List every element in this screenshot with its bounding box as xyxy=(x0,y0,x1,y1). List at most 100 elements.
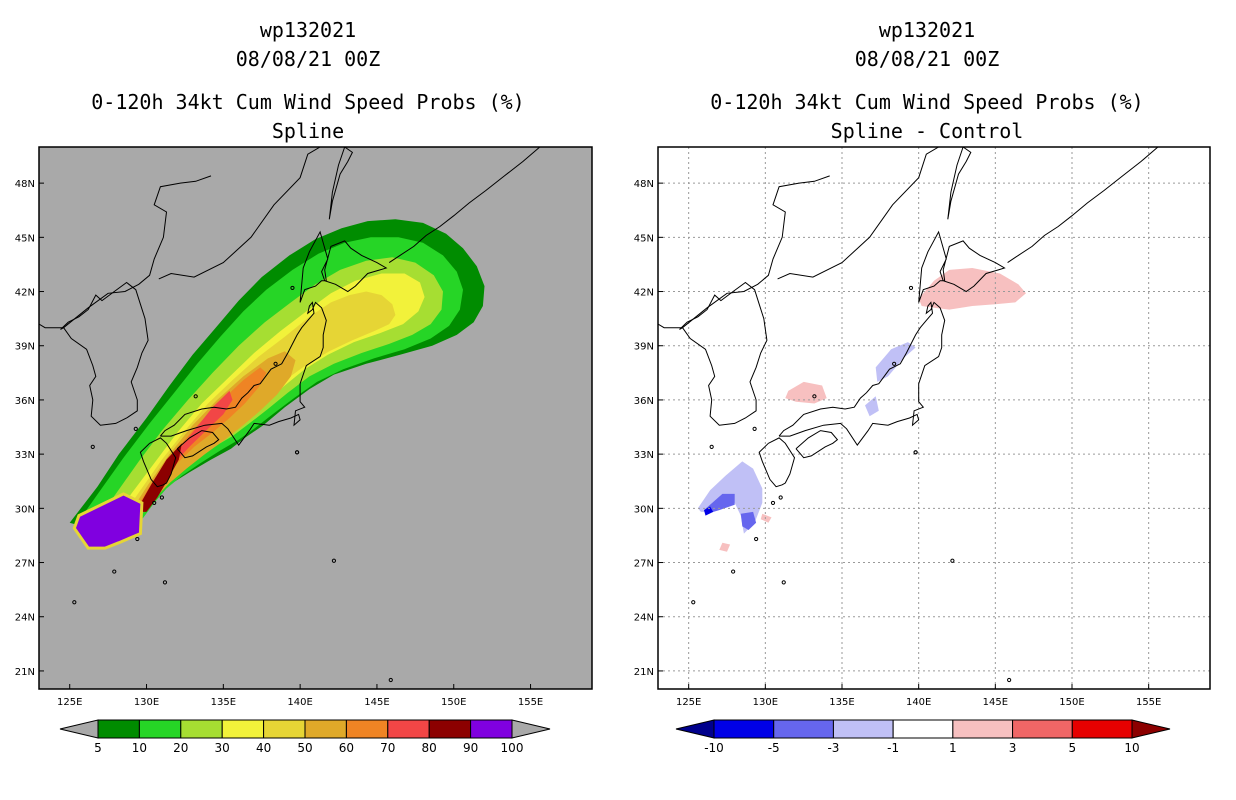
left-island-ogasawara xyxy=(331,558,337,563)
left-ytick-label: 39N xyxy=(15,342,35,353)
right-colorbar-swatch xyxy=(832,719,894,739)
left-coast-honshu xyxy=(160,301,327,446)
right-colorbar-swatch xyxy=(713,719,775,739)
left-ytick-label: 48N xyxy=(15,179,35,190)
left-colorbar-swatch xyxy=(138,719,182,739)
left-island-jeju xyxy=(90,444,95,450)
left-island-okushiri xyxy=(290,285,295,291)
left-coast-china xyxy=(39,323,64,329)
right-ytick-label: 42N xyxy=(634,288,654,299)
right-colorbar-label: -10 xyxy=(704,741,724,755)
left-coast-russia_coast xyxy=(158,147,321,280)
right-map-area xyxy=(589,147,1210,689)
right-colorbar-label: 1 xyxy=(949,741,957,755)
left-ytick-label: 45N xyxy=(15,233,35,244)
left-island-hachijo xyxy=(294,450,300,455)
right-anomaly-negative-9 xyxy=(740,511,757,530)
right-ytick-label: 27N xyxy=(634,559,654,570)
right-coast-korea xyxy=(679,281,768,426)
left-island-sado xyxy=(273,361,278,366)
left-colorbar-label: 60 xyxy=(339,741,354,755)
right-island-okinawa xyxy=(731,569,736,574)
right-xtick-label: 135E xyxy=(829,697,854,708)
right-anomaly-positive-1 xyxy=(785,381,827,404)
right-colorbar-swatch xyxy=(952,719,1014,739)
right-map-frame xyxy=(657,146,1211,690)
left-colorbar-swatch xyxy=(470,719,513,739)
right-island-jeju xyxy=(709,444,714,450)
right-anomaly-positive-4 xyxy=(760,513,772,523)
left-contour-70 xyxy=(137,390,233,512)
left-colorbar-label: 80 xyxy=(422,741,437,755)
left-ytick-label: 42N xyxy=(15,288,35,299)
right-xtick-label: 130E xyxy=(753,697,778,708)
right-colorbar-label: 10 xyxy=(1124,741,1139,755)
right-colorbar-label: -5 xyxy=(768,741,780,755)
left-island-oki xyxy=(193,394,198,399)
right-anomaly-positive-3 xyxy=(719,542,731,552)
right-anomaly-negative-10 xyxy=(704,506,714,516)
left-island-daito xyxy=(162,580,168,585)
left-ytick-label: 27N xyxy=(15,559,35,570)
right-title-line4: Spline - Control xyxy=(830,119,1024,143)
left-colorbar-label: 20 xyxy=(173,741,188,755)
right-ytick-label: 36N xyxy=(634,396,654,407)
right-island-sado xyxy=(892,361,897,366)
right-title-line3: 0-120h 34kt Cum Wind Speed Probs (%) xyxy=(710,90,1144,114)
right-coast-honshu xyxy=(778,301,946,446)
left-island-miyako xyxy=(72,600,77,605)
left-colorbar-swatch xyxy=(304,719,347,739)
right-xtick-label: 140E xyxy=(906,697,931,708)
left-colorbar-label: 70 xyxy=(380,741,395,755)
left-contour-90 xyxy=(74,493,142,549)
right-colorbar-label: -3 xyxy=(827,741,839,755)
left-contour-60 xyxy=(134,367,267,512)
left-island-minamitori xyxy=(388,677,393,683)
left-colorbar-swatch xyxy=(221,719,265,739)
left-island-okinawa xyxy=(112,569,117,574)
left-colorbar-overflow xyxy=(511,719,551,739)
right-colorbar-swatch xyxy=(1012,719,1073,739)
left-ytick-label: 30N xyxy=(15,504,35,515)
right-xtick-label: 125E xyxy=(676,697,701,708)
right-coast-china_south xyxy=(589,469,640,595)
left-contour-40 xyxy=(118,291,396,521)
left-colorbar-label: 5 xyxy=(94,741,102,755)
right-ytick-label: 48N xyxy=(634,179,654,190)
left-colorbar-swatch xyxy=(180,719,223,739)
left-island-tanegashima xyxy=(159,495,164,500)
right-island-tanegashima xyxy=(778,495,783,500)
right-colorbar-overflow xyxy=(1131,719,1171,739)
right-xtick-label: 155E xyxy=(1136,697,1161,708)
left-xtick-label: 125E xyxy=(57,697,82,708)
left-contour-80 xyxy=(135,443,182,512)
right-coast-kyushu xyxy=(758,437,796,488)
left-ytick-label: 36N xyxy=(15,396,35,407)
right-island-hachijo xyxy=(913,450,918,455)
right-colorbar-label: 3 xyxy=(1009,741,1017,755)
right-ytick-label: 33N xyxy=(634,450,654,461)
right-ytick-label: 21N xyxy=(634,667,654,678)
left-map-area xyxy=(39,147,592,689)
left-colorbar-underflow xyxy=(59,719,99,739)
right-colorbar-label: 5 xyxy=(1068,741,1076,755)
left-xtick-label: 140E xyxy=(287,697,312,708)
left-island-tsushima xyxy=(133,426,138,431)
right-map-background xyxy=(658,147,1210,689)
left-xtick-label: 135E xyxy=(211,697,236,708)
right-island-daito xyxy=(781,580,786,585)
right-colorbar-label: -1 xyxy=(887,741,899,755)
right-island-yakushima xyxy=(770,500,776,506)
right-coast-china_north xyxy=(682,175,830,329)
right-ytick-label: 30N xyxy=(634,504,654,515)
left-colorbar-label: 30 xyxy=(215,741,230,755)
right-coast-china xyxy=(658,323,683,329)
left-xtick-label: 145E xyxy=(364,697,389,708)
left-coast-shikoku xyxy=(176,430,220,459)
left-contour-rim xyxy=(72,492,144,550)
right-colorbar-underflow xyxy=(675,719,715,739)
left-colorbar-swatch xyxy=(263,719,306,739)
left-colorbar-label: 40 xyxy=(256,741,271,755)
right-ytick-label: 39N xyxy=(634,342,654,353)
